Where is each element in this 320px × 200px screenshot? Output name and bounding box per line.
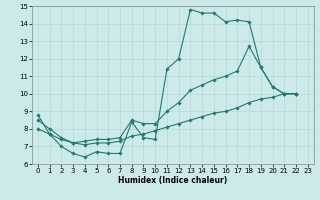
X-axis label: Humidex (Indice chaleur): Humidex (Indice chaleur) <box>118 176 228 185</box>
